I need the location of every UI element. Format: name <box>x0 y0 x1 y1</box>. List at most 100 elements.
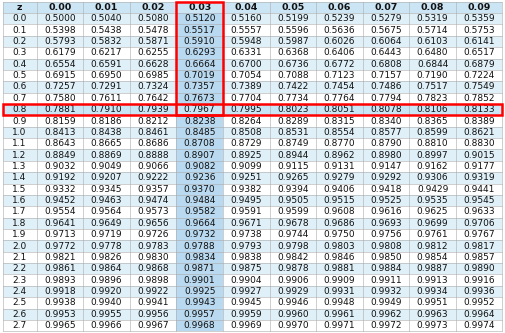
Bar <box>3 286 36 297</box>
Bar <box>316 218 363 229</box>
Bar <box>36 81 83 93</box>
Text: 1.6: 1.6 <box>12 196 27 205</box>
Text: 0.9251: 0.9251 <box>230 173 262 182</box>
Text: 0.8686: 0.8686 <box>137 139 169 148</box>
Text: 0.8051: 0.8051 <box>324 105 355 114</box>
Text: 0.9732: 0.9732 <box>184 230 216 239</box>
Text: 0.9943: 0.9943 <box>184 298 216 307</box>
Bar <box>130 138 176 150</box>
Bar <box>3 13 36 24</box>
Text: 0.5359: 0.5359 <box>464 14 495 23</box>
Bar <box>363 36 409 47</box>
Bar <box>316 263 363 274</box>
Bar <box>36 47 83 59</box>
Bar <box>270 172 316 183</box>
Bar <box>36 2 83 13</box>
Bar <box>456 240 502 252</box>
Text: 0.7611: 0.7611 <box>91 94 122 103</box>
Bar <box>409 161 456 172</box>
Bar <box>456 229 502 240</box>
Text: 0.9812: 0.9812 <box>417 241 448 250</box>
Bar <box>223 309 270 320</box>
Text: 0.9706: 0.9706 <box>464 219 495 228</box>
Text: 0.9678: 0.9678 <box>277 219 309 228</box>
Bar <box>456 297 502 309</box>
Text: 0.9909: 0.9909 <box>324 276 355 285</box>
Text: 0.9861: 0.9861 <box>44 264 76 273</box>
Text: 0.9887: 0.9887 <box>417 264 448 273</box>
Text: 0.9441: 0.9441 <box>464 185 495 194</box>
Bar <box>363 93 409 104</box>
Bar <box>36 127 83 138</box>
Bar <box>176 138 223 150</box>
Text: 0.9934: 0.9934 <box>417 287 448 296</box>
Bar <box>83 252 130 263</box>
Text: 0.7257: 0.7257 <box>44 83 76 92</box>
Text: 0.6772: 0.6772 <box>324 60 355 69</box>
Text: 0.8729: 0.8729 <box>230 139 262 148</box>
Bar <box>83 161 130 172</box>
Bar <box>176 297 223 309</box>
Text: 0.9972: 0.9972 <box>370 321 402 330</box>
Bar <box>363 13 409 24</box>
Text: 0.9515: 0.9515 <box>324 196 355 205</box>
Bar <box>316 47 363 59</box>
Text: 0.8770: 0.8770 <box>324 139 355 148</box>
Text: 0.7088: 0.7088 <box>277 71 309 80</box>
Text: 0.6950: 0.6950 <box>91 71 122 80</box>
Text: 0.5080: 0.5080 <box>137 14 169 23</box>
Text: 0.9783: 0.9783 <box>137 241 169 250</box>
Bar <box>3 104 36 115</box>
Text: 0.5987: 0.5987 <box>277 37 309 46</box>
Bar <box>316 240 363 252</box>
Text: 0.9788: 0.9788 <box>184 241 216 250</box>
Text: 0.3: 0.3 <box>12 48 27 57</box>
Bar <box>270 161 316 172</box>
Text: 0.9922: 0.9922 <box>137 287 169 296</box>
Text: 0.8810: 0.8810 <box>417 139 448 148</box>
Text: 0.6664: 0.6664 <box>184 60 216 69</box>
Bar <box>316 320 363 331</box>
Bar <box>363 263 409 274</box>
Bar <box>36 24 83 36</box>
Text: 0.6331: 0.6331 <box>230 48 262 57</box>
Text: 0.8340: 0.8340 <box>370 117 402 126</box>
Text: 0.9969: 0.9969 <box>230 321 262 330</box>
Text: 2.2: 2.2 <box>13 264 27 273</box>
Bar <box>130 172 176 183</box>
Text: 0.0: 0.0 <box>12 14 27 23</box>
Text: 0.8599: 0.8599 <box>417 128 448 137</box>
Text: 0.9951: 0.9951 <box>417 298 448 307</box>
Text: 0.8577: 0.8577 <box>370 128 402 137</box>
Text: 0.7190: 0.7190 <box>417 71 448 80</box>
Bar <box>363 229 409 240</box>
Text: 0.9306: 0.9306 <box>417 173 448 182</box>
Text: 0.9370: 0.9370 <box>184 185 216 194</box>
Bar <box>176 320 223 331</box>
Bar <box>363 252 409 263</box>
Bar <box>3 240 36 252</box>
Bar <box>223 115 270 127</box>
Text: 0.9955: 0.9955 <box>91 310 122 319</box>
Text: 0.00: 0.00 <box>48 3 72 12</box>
Bar <box>36 115 83 127</box>
Bar <box>363 2 409 13</box>
Text: 0.5160: 0.5160 <box>230 14 262 23</box>
Bar <box>36 218 83 229</box>
Bar <box>3 195 36 206</box>
Text: 0.6915: 0.6915 <box>44 71 76 80</box>
Bar <box>83 59 130 70</box>
Bar <box>270 115 316 127</box>
Text: 0.9854: 0.9854 <box>417 253 448 262</box>
Bar <box>363 47 409 59</box>
Text: 0.6293: 0.6293 <box>184 48 216 57</box>
Bar <box>3 138 36 150</box>
Text: 0.7734: 0.7734 <box>277 94 309 103</box>
Bar <box>409 70 456 81</box>
Bar <box>456 252 502 263</box>
Text: 0.9591: 0.9591 <box>230 207 262 216</box>
Text: 0.9946: 0.9946 <box>277 298 309 307</box>
Text: 0.6368: 0.6368 <box>277 48 309 57</box>
Text: 0.9115: 0.9115 <box>277 162 309 171</box>
Text: 0.07: 0.07 <box>374 3 398 12</box>
